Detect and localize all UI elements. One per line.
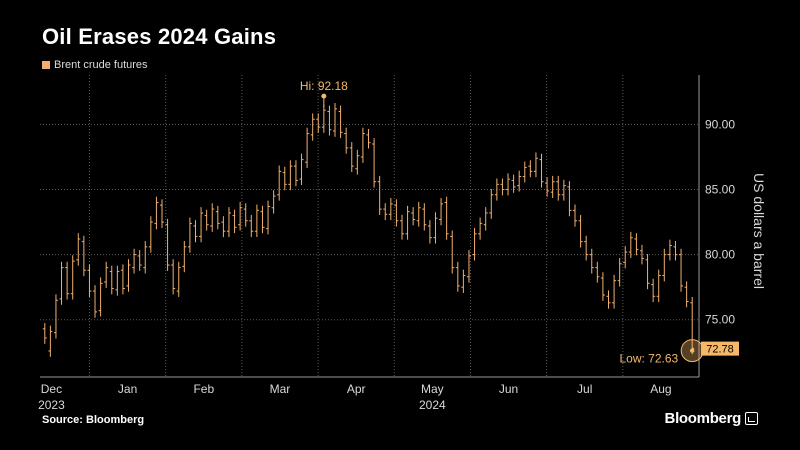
- y-tick-label: 85.00: [705, 183, 735, 197]
- x-month-label: Mar: [270, 382, 291, 396]
- chart-title: Oil Erases 2024 Gains: [42, 24, 277, 49]
- x-month-label: Aug: [650, 382, 671, 396]
- x-month-label: Apr: [347, 382, 366, 396]
- y-tick-label: 75.00: [705, 313, 735, 327]
- last-value-tag: [701, 341, 739, 356]
- x-year-label: 2023: [38, 398, 65, 412]
- y-tick-label: 80.00: [705, 248, 735, 262]
- y-tick-label: 90.00: [705, 117, 735, 131]
- high-marker: [321, 93, 327, 99]
- low-annotation-label: Low: 72.63: [619, 352, 678, 366]
- legend-label: Brent crude futures: [54, 59, 148, 71]
- terminal-icon: [745, 412, 758, 425]
- legend-swatch: [42, 61, 50, 69]
- x-month-label: Jul: [577, 382, 592, 396]
- low-marker: [690, 348, 695, 353]
- x-month-label: Feb: [193, 382, 214, 396]
- high-annotation-label: Hi: 92.18: [300, 79, 348, 93]
- y-axis-title: US dollars a barrel: [751, 173, 767, 289]
- x-year-label: 2024: [419, 398, 446, 412]
- x-month-label: Dec: [41, 382, 62, 396]
- legend: Brent crude futures: [42, 59, 148, 71]
- x-month-label: Jun: [499, 382, 518, 396]
- source-note: Source: Bloomberg: [42, 414, 145, 426]
- x-month-label: Jan: [118, 382, 137, 396]
- brand-name: Bloomberg: [664, 410, 742, 427]
- last-value-label: 72.78: [706, 344, 734, 356]
- brand-logo: Bloomberg: [665, 410, 758, 427]
- x-month-label: May: [421, 382, 444, 396]
